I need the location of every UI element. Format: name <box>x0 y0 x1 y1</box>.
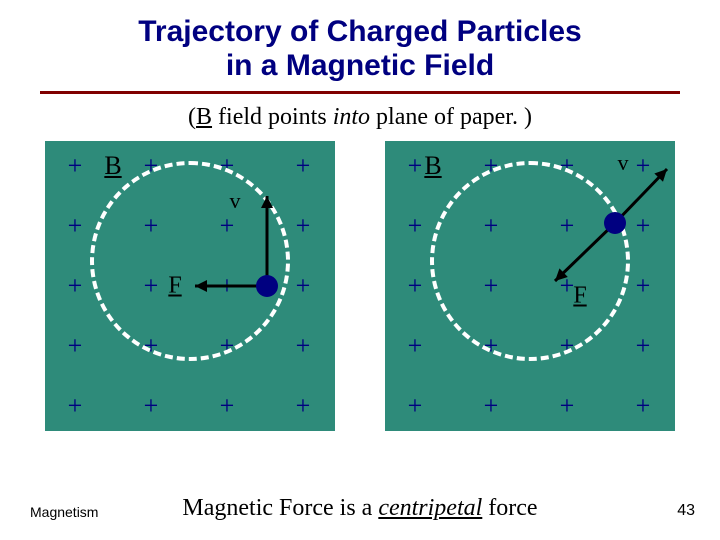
label-v: v <box>230 188 241 214</box>
label-f: F <box>573 283 586 310</box>
label-b: B <box>104 151 121 181</box>
title-line2: in a Magnetic Field <box>226 49 494 82</box>
arrows <box>45 141 335 431</box>
title-underline <box>40 91 680 94</box>
panel-left: ++++++++++++++++++++ BFv <box>45 141 335 431</box>
particle <box>604 212 626 234</box>
label-v: v <box>618 150 629 176</box>
title-line1: Trajectory of Charged Particles <box>138 15 582 48</box>
label-f: F <box>168 273 181 300</box>
label-b: B <box>424 151 441 181</box>
arrows <box>385 141 675 431</box>
slide-title: Trajectory of Charged Particles in a Mag… <box>0 0 720 83</box>
footer-center: Magnetic Force is a centripetal force <box>0 495 720 522</box>
subtitle: (B field points into plane of paper. ) <box>0 104 720 131</box>
diagram-area: ++++++++++++++++++++ BFv +++++++++++++++… <box>30 141 690 441</box>
particle <box>256 275 278 297</box>
panel-right: ++++++++++++++++++++ BFv <box>385 141 675 431</box>
footer-right: 43 <box>677 502 695 520</box>
